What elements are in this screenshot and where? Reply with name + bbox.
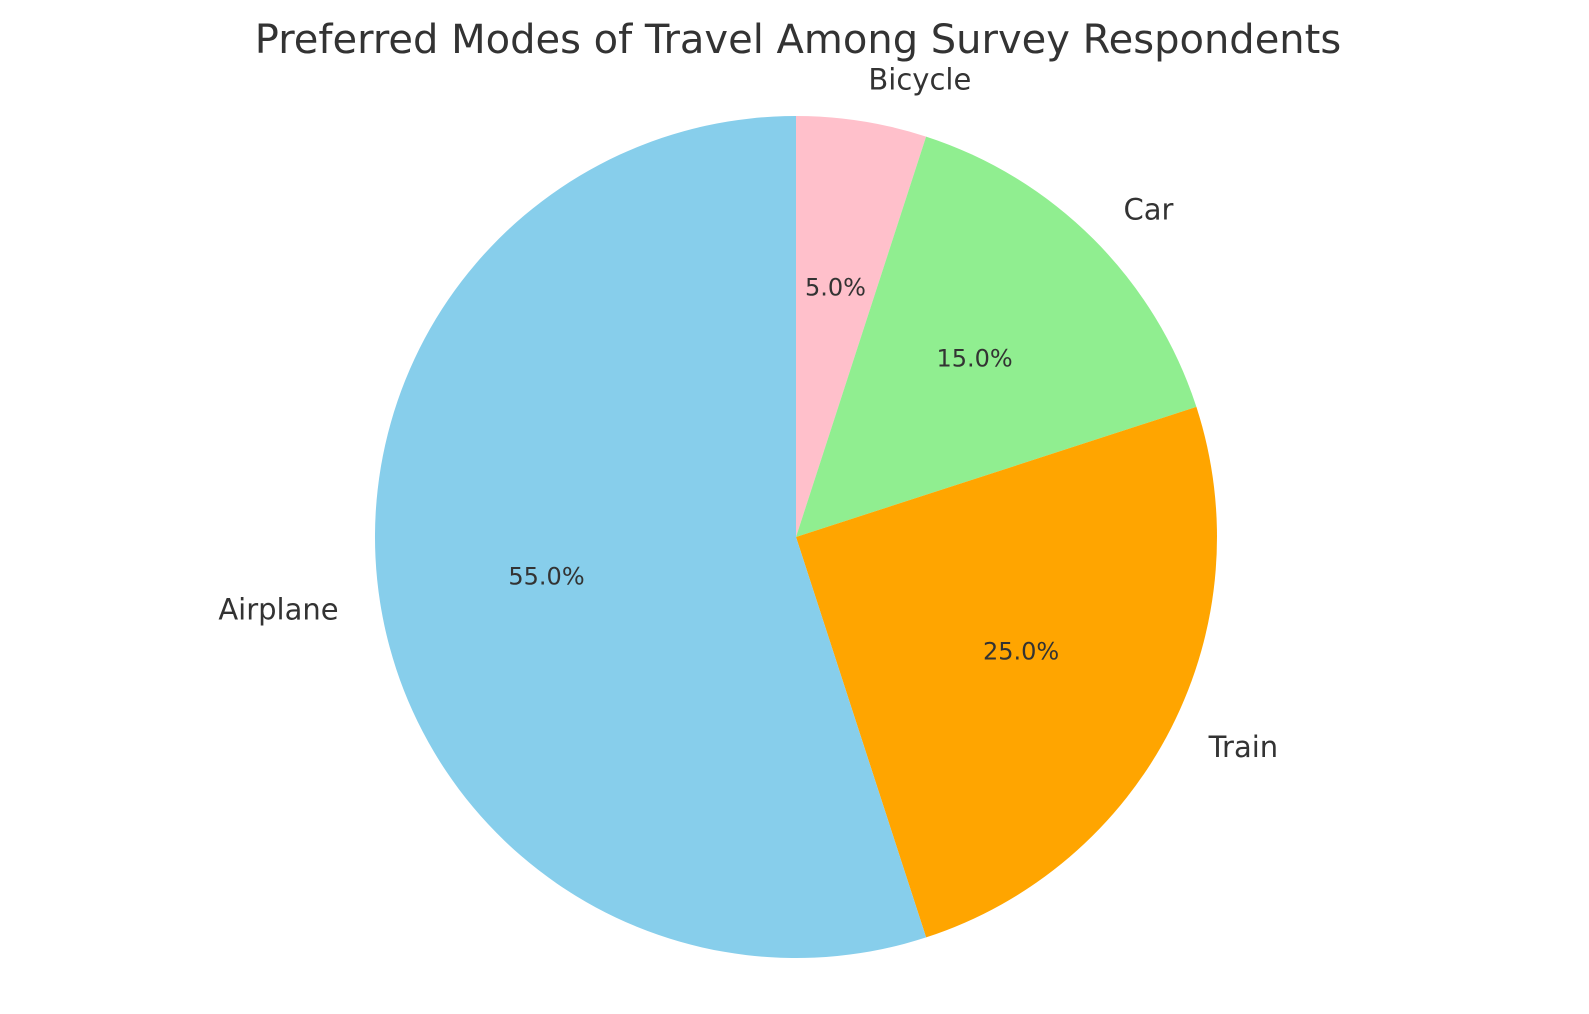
pie-slices	[374, 116, 1217, 958]
slice-train	[796, 406, 1217, 938]
slice-value-airplane: 55.0%	[508, 563, 584, 591]
slice-car	[796, 136, 1197, 538]
slice-label-car: Car	[1124, 193, 1174, 227]
slice-airplane	[374, 116, 927, 958]
slice-value-car: 15.0%	[936, 344, 1012, 372]
slice-value-bicycle: 5.0%	[805, 274, 866, 302]
slice-value-train: 25.0%	[983, 638, 1059, 666]
slice-bicycle	[796, 116, 927, 537]
pie-labels: Bicycle 5.0% Car 15.0% Train 25.0% Airplane 55.…	[218, 63, 1278, 765]
chart-title: Preferred Modes of Travel Among Survey R…	[255, 17, 1341, 63]
slice-label-train: Train	[1208, 730, 1279, 764]
slice-label-airplane: Airplane	[218, 592, 338, 626]
slice-label-bicycle: Bicycle	[868, 63, 971, 97]
